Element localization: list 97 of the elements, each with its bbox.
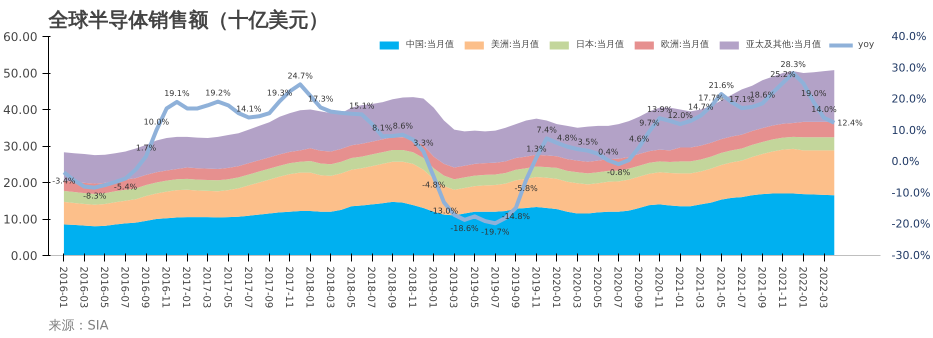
data-label: 4.8% bbox=[557, 134, 578, 143]
y2-tick-label: -10.0% bbox=[892, 186, 930, 200]
data-label: 0.4% bbox=[598, 147, 619, 156]
y-tick-label: 50.00 bbox=[3, 66, 38, 80]
x-tick-label: 2020-09 bbox=[632, 266, 644, 308]
y-tick-label: 60.00 bbox=[3, 30, 38, 44]
data-label: 19.1% bbox=[164, 88, 190, 98]
x-tick-label: 2017-01 bbox=[180, 266, 192, 308]
data-label: 14.1% bbox=[236, 104, 262, 114]
data-label: -18.6% bbox=[450, 224, 480, 233]
x-tick-label: 2022-01 bbox=[796, 266, 808, 308]
data-label: 24.7% bbox=[287, 71, 314, 80]
x-tick-label: 2019-03 bbox=[447, 266, 458, 308]
legend-label: 中国:当月值 bbox=[406, 38, 454, 51]
x-tick-label: 2016-01 bbox=[56, 266, 68, 308]
data-label: -4.8% bbox=[422, 180, 446, 190]
x-tick-label: 2019-07 bbox=[488, 266, 500, 308]
x-tick-label: 2020-11 bbox=[652, 266, 664, 308]
x-tick-label: 2020-05 bbox=[591, 266, 602, 308]
x-tick-label: 2018-05 bbox=[344, 266, 356, 308]
x-tick-label: 2022-03 bbox=[817, 266, 828, 308]
data-label: -13.0% bbox=[430, 206, 459, 216]
data-label: 12.0% bbox=[667, 111, 694, 120]
data-label: 19.3% bbox=[266, 88, 293, 98]
x-tick-label: 2016-07 bbox=[118, 266, 130, 308]
data-label: 25.2% bbox=[770, 70, 796, 79]
data-label: 19.2% bbox=[205, 88, 232, 98]
y2-tick-label: 20.0% bbox=[892, 92, 926, 106]
data-label: -19.7% bbox=[481, 227, 510, 236]
chart-title: 全球半导体销售额（十亿美元） bbox=[48, 8, 328, 32]
x-tick-label: 2018-07 bbox=[365, 266, 376, 308]
x-tick-label: 2020-07 bbox=[612, 266, 623, 308]
x-tick-label: 2018-09 bbox=[386, 266, 397, 308]
x-tick-label: 2016-03 bbox=[77, 266, 88, 308]
data-label: 4.6% bbox=[628, 134, 650, 144]
x-tick-label: 2017-09 bbox=[262, 266, 274, 308]
x-tick-label: 2021-09 bbox=[755, 266, 766, 308]
x-tick-label: 2016-05 bbox=[98, 266, 109, 308]
legend-label: yoy bbox=[858, 40, 876, 50]
x-tick-label: 2020-03 bbox=[570, 266, 582, 308]
data-label: 3.3% bbox=[413, 138, 434, 148]
y-tick-label: 30.00 bbox=[3, 140, 38, 154]
y2-tick-label: 10.0% bbox=[892, 124, 926, 137]
y-tick-label: 20.00 bbox=[3, 176, 38, 190]
legend-label: 欧洲:当月值 bbox=[660, 38, 709, 51]
x-tick-label: 2017-05 bbox=[221, 266, 232, 308]
x-tick-label: 2021-03 bbox=[694, 266, 705, 308]
x-tick-label: 2018-01 bbox=[303, 266, 314, 308]
data-label: -0.8% bbox=[606, 168, 631, 178]
x-tick-label: 2021-11 bbox=[776, 266, 787, 308]
source-note: 来源：SIA bbox=[48, 318, 109, 334]
x-tick-label: 2021-05 bbox=[714, 266, 726, 308]
legend-label: 日本:当月值 bbox=[576, 38, 624, 51]
data-label: 3.5% bbox=[578, 138, 598, 147]
data-label: -3.4% bbox=[52, 176, 76, 186]
x-tick-label: 2019-11 bbox=[529, 266, 540, 308]
y2-tick-label: 40.0% bbox=[892, 30, 926, 43]
y2-tick-label: -20.0% bbox=[892, 218, 930, 231]
x-tick-label: 2017-07 bbox=[242, 266, 253, 308]
y2-tick-label: 30.0% bbox=[892, 61, 926, 74]
data-label: 17.7% bbox=[698, 93, 724, 102]
x-tick-label: 2019-05 bbox=[468, 266, 479, 308]
data-label: 7.4% bbox=[536, 125, 558, 134]
y-tick-label: 40.00 bbox=[3, 103, 38, 117]
x-tick-label: 2019-09 bbox=[508, 266, 520, 308]
data-label: 19.0% bbox=[801, 89, 827, 98]
data-label: -8.3% bbox=[83, 192, 107, 201]
x-tick-label: 2017-11 bbox=[282, 266, 294, 308]
data-label: 17.3% bbox=[308, 94, 334, 104]
x-tick-label: 2018-03 bbox=[324, 266, 335, 308]
x-tick-label: 2021-07 bbox=[734, 266, 746, 308]
data-label: 8.1% bbox=[372, 123, 393, 132]
y-tick-label: 10.00 bbox=[3, 212, 38, 226]
y-tick-label: 0.00 bbox=[10, 249, 38, 263]
data-label: -5.8% bbox=[514, 184, 538, 193]
x-tick-label: 2021-01 bbox=[673, 266, 684, 308]
data-label: 12.4% bbox=[837, 118, 864, 128]
y2-tick-label: 0.0% bbox=[892, 155, 920, 168]
x-tick-label: 2016-09 bbox=[139, 266, 150, 308]
data-label: 9.7% bbox=[639, 118, 660, 128]
x-tick-label: 2017-03 bbox=[200, 266, 212, 308]
x-tick-label: 2018-11 bbox=[406, 266, 418, 308]
x-tick-label: 2016-11 bbox=[160, 266, 171, 308]
data-label: 14.7% bbox=[688, 102, 714, 112]
data-label: 8.6% bbox=[392, 122, 414, 131]
data-label: 10.0% bbox=[144, 117, 170, 126]
data-label: 28.3% bbox=[780, 60, 806, 70]
x-tick-label: 2020-01 bbox=[550, 266, 561, 308]
data-label: 1.7% bbox=[136, 143, 157, 152]
x-tick-label: 2019-01 bbox=[426, 266, 438, 308]
data-label: 21.6% bbox=[708, 81, 734, 90]
legend-label: 亚太及其他:当月值 bbox=[746, 38, 821, 51]
y2-tick-label: -30.0% bbox=[892, 249, 930, 262]
legend-label: 美洲:当月值 bbox=[490, 38, 539, 51]
data-label: 17.1% bbox=[729, 95, 755, 104]
data-label: 1.3% bbox=[526, 144, 547, 154]
data-label: -5.4% bbox=[114, 182, 138, 192]
